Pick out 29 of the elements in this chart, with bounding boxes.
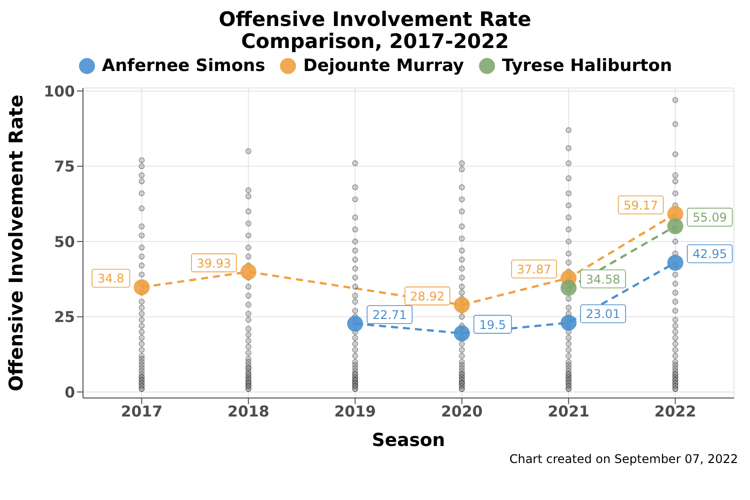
data-label: 42.95 [692,247,727,262]
y-tick-label: 50 [54,232,75,251]
data-label: 23.01 [586,307,620,322]
x-tick-label: 2017 [120,402,163,421]
legend-label: Anfernee Simons [100,56,266,76]
data-label: 39.93 [196,256,232,270]
x-tick-label: 2021 [548,402,590,421]
data-label: 55.09 [692,210,727,225]
x-tick-label: 2020 [440,402,483,421]
data-label: 28.92 [410,289,445,304]
data-label: 59.17 [624,198,658,212]
y-axis-title: Offensive Involvement Rate [6,94,28,392]
x-tick-label: 2019 [334,402,376,421]
x-tick-label: 2022 [654,402,696,421]
data-label: 37.87 [516,262,552,277]
legend-label: Dejounte Murray [302,56,464,76]
data-label: 34.8 [98,272,124,286]
data-label: 19.5 [479,318,506,332]
x-tick-label: 2018 [228,402,270,421]
y-tick-label: 0 [64,383,75,402]
legend-label: Tyrese Haliburton [501,56,672,76]
x-axis-title: Season [372,430,446,451]
data-label: 22.71 [372,308,407,322]
text: Chart created on September 07, 2022 [508,452,738,466]
chart-title: Offensive Involvement Rate Comparison, 2017-2022 [218,7,532,53]
y-tick-label: 25 [54,308,75,326]
y-tick-label: 75 [54,158,75,176]
data-label: 34.58 [586,272,620,286]
y-tick-label: 100 [44,82,75,100]
